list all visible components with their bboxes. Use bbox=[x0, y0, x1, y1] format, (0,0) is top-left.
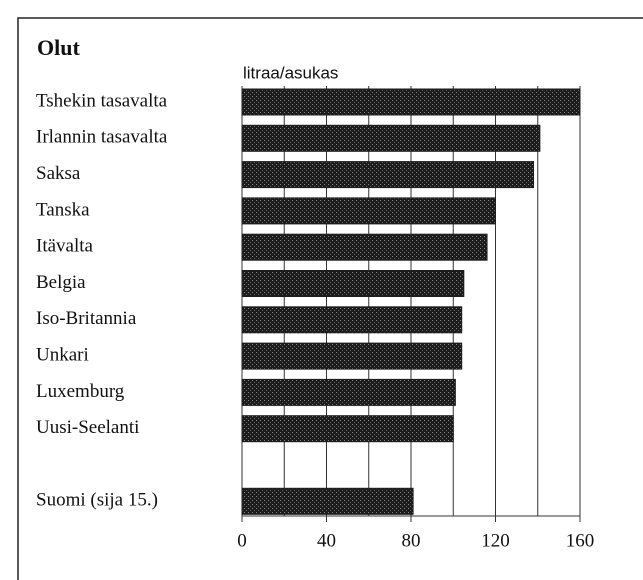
frame bbox=[17, 17, 643, 580]
bar bbox=[241, 306, 463, 334]
x-tick-label: 80 bbox=[402, 530, 421, 551]
y-tick-label: Unkari bbox=[36, 344, 89, 365]
x-tick-label: 40 bbox=[317, 530, 336, 551]
y-tick-label: Luxemburg bbox=[36, 381, 125, 402]
x-tick-label: 0 bbox=[237, 530, 247, 551]
y-tick-label: Saksa bbox=[36, 163, 81, 184]
x-tick-label: 120 bbox=[481, 530, 510, 551]
y-tick-label: Iso-Britannia bbox=[36, 308, 137, 329]
y-tick-label: Itävalta bbox=[36, 236, 94, 257]
y-tick-label: Irlannin tasavalta bbox=[36, 127, 168, 148]
bar bbox=[241, 378, 456, 406]
chart-title: Olut bbox=[37, 35, 80, 60]
bar bbox=[241, 270, 465, 297]
bar bbox=[241, 342, 463, 370]
y-tick-label: Suomi (sija 15.) bbox=[36, 490, 158, 511]
bar bbox=[241, 124, 541, 152]
bar bbox=[241, 161, 535, 189]
bar bbox=[241, 88, 581, 116]
bar bbox=[241, 233, 488, 261]
y-tick-label: Uusi-Seelanti bbox=[36, 417, 139, 438]
bar bbox=[241, 415, 454, 443]
bar bbox=[241, 487, 414, 515]
y-tick-label: Tshekin tasavalta bbox=[36, 90, 168, 111]
y-tick-label: Tanska bbox=[36, 199, 90, 220]
axis-label: litraa/asukas bbox=[243, 63, 338, 82]
y-tick-label: Belgia bbox=[36, 272, 86, 293]
x-tick-label: 160 bbox=[566, 530, 595, 551]
bar bbox=[241, 197, 496, 225]
